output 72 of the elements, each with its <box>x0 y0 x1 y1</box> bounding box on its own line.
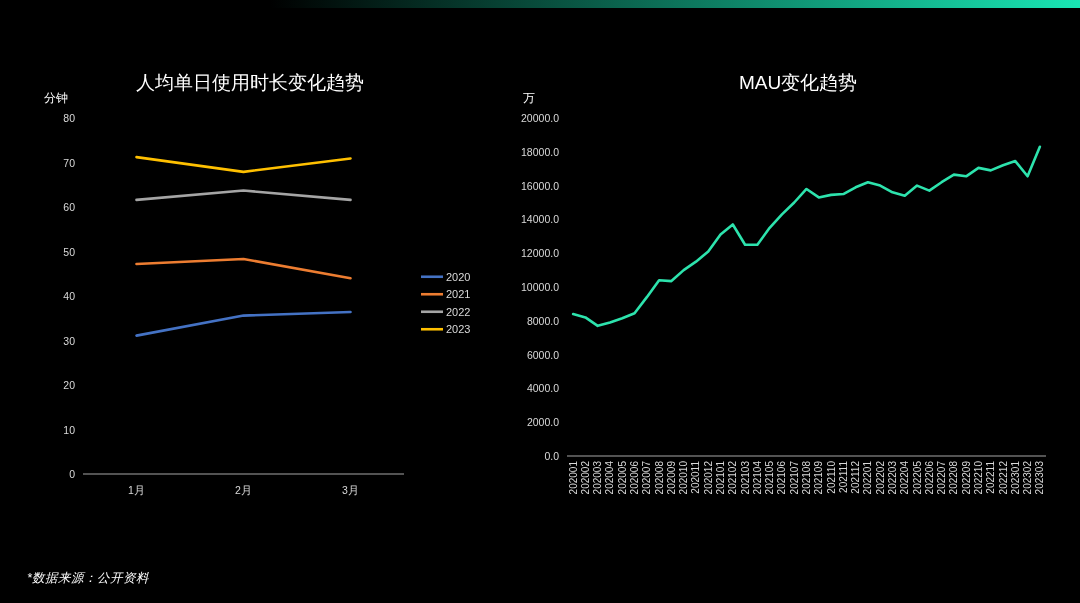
y-tick-label: 0 <box>69 468 76 480</box>
y-tick-label: 20 <box>63 379 76 391</box>
x-tick-label: 202109 <box>813 460 825 495</box>
x-tick-label: 202211 <box>985 460 997 494</box>
y-tick-label: 6000.0 <box>526 348 560 361</box>
x-tick-label: 202210 <box>972 460 984 495</box>
x-tick-label: 202107 <box>788 460 800 495</box>
chart-title: 人均单日使用时长变化趋势 <box>136 72 364 93</box>
x-tick-label: 202003 <box>592 460 604 495</box>
y-tick-label: 18000.0 <box>521 145 560 158</box>
x-tick-label: 3月 <box>342 484 359 496</box>
y-tick-label: 50 <box>63 245 76 258</box>
x-tick-label: 202004 <box>604 460 616 495</box>
y-tick-label: 12000.0 <box>521 247 560 260</box>
x-tick-label: 202103 <box>739 460 751 495</box>
y-tick-label: 70 <box>63 156 76 169</box>
y-tick-label: 4000.0 <box>526 382 560 395</box>
y-tick-label: 14000.0 <box>521 213 560 226</box>
x-tick-label: 202007 <box>641 460 653 495</box>
x-tick-label: 1月 <box>128 484 145 496</box>
legend-label: 2023 <box>446 323 471 336</box>
x-tick-label: 202212 <box>997 460 1009 495</box>
x-tick-label: 202201 <box>862 460 874 495</box>
x-tick-label: 202204 <box>899 460 911 495</box>
x-tick-label: 202209 <box>960 460 972 495</box>
x-tick-label: 202203 <box>886 460 898 495</box>
line-series <box>571 145 1042 328</box>
x-tick-label: 202001 <box>567 460 579 495</box>
y-tick-label: 10000.0 <box>521 281 560 293</box>
x-tick-label: 202112 <box>850 460 862 494</box>
y-axis-title: 分钟 <box>44 91 68 105</box>
x-tick-label: 202105 <box>764 460 776 495</box>
x-tick-label: 202009 <box>665 460 677 495</box>
y-tick-label: 20000.0 <box>521 112 560 124</box>
x-tick-label: 202102 <box>727 460 739 495</box>
x-tick-label: 202006 <box>629 460 641 495</box>
y-tick-label: 40 <box>63 290 76 302</box>
x-tick-label: 202110 <box>825 460 837 494</box>
x-tick-label: 202012 <box>702 460 714 495</box>
x-tick-label: 202002 <box>579 460 591 495</box>
text: *数据来源：公开资料 <box>27 571 149 585</box>
x-tick-label: 202207 <box>936 460 948 495</box>
x-tick-label: 202008 <box>653 460 665 495</box>
y-tick-label: 2000.0 <box>526 416 560 429</box>
x-tick-label: 202011 <box>690 460 702 494</box>
x-tick-label: 202005 <box>616 460 628 495</box>
x-tick-label: 202302 <box>1022 460 1034 495</box>
y-tick-label: 30 <box>63 334 76 347</box>
x-tick-label: 202208 <box>948 460 960 495</box>
x-tick-label: 202303 <box>1034 460 1046 495</box>
x-tick-label: 2月 <box>235 484 252 496</box>
legend-label: 2020 <box>446 270 471 283</box>
y-axis-title: 万 <box>523 91 535 105</box>
x-tick-label: 202301 <box>1009 460 1021 495</box>
y-tick-label: 80 <box>63 112 76 124</box>
legend-label: 2022 <box>446 305 471 318</box>
x-tick-label: 202108 <box>801 460 812 495</box>
x-tick-label: 202205 <box>911 460 923 495</box>
y-tick-label: 0.0 <box>544 450 560 462</box>
x-tick-label: 202010 <box>678 460 690 495</box>
y-tick-label: 60 <box>63 201 76 213</box>
chart-title: MAU变化趋势 <box>738 72 858 93</box>
y-tick-label: 8000.0 <box>526 314 560 327</box>
x-tick-label: 202111 <box>837 460 849 493</box>
y-tick-label: 10 <box>63 423 76 436</box>
legend-label: 2021 <box>446 288 471 301</box>
x-tick-label: 202206 <box>923 460 935 495</box>
x-tick-label: 202202 <box>874 460 886 495</box>
x-tick-label: 202104 <box>751 460 763 495</box>
x-tick-label: 202106 <box>776 460 788 495</box>
y-tick-label: 16000.0 <box>521 179 560 192</box>
x-tick-label: 202101 <box>715 460 727 495</box>
